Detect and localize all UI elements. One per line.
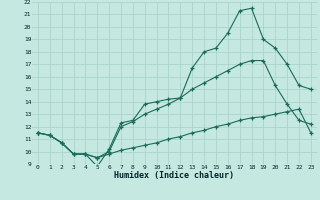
X-axis label: Humidex (Indice chaleur): Humidex (Indice chaleur)	[115, 171, 234, 180]
